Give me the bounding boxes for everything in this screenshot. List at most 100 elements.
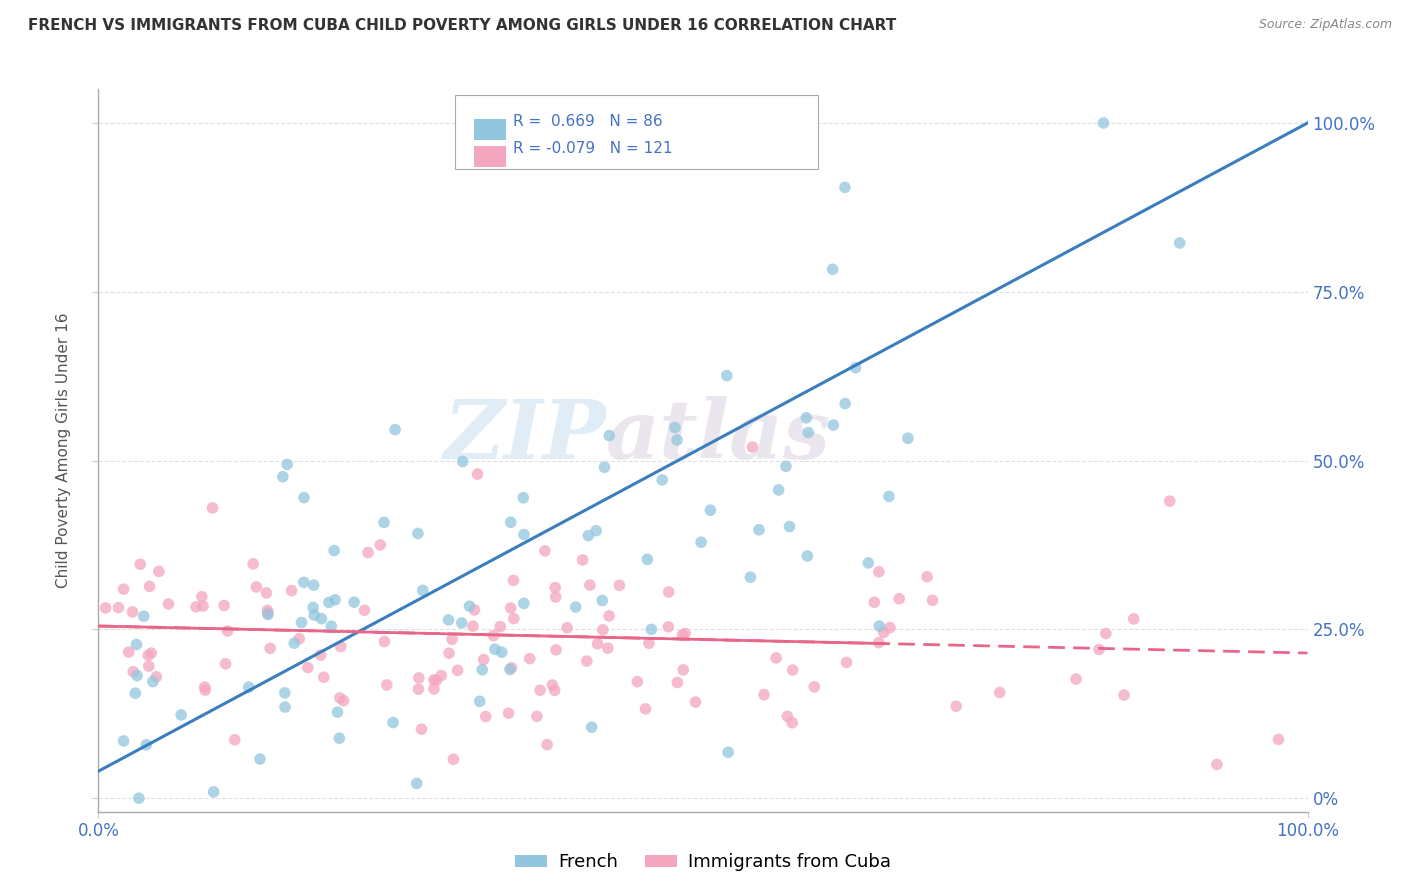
Point xyxy=(845,360,868,375)
Point xyxy=(170,708,193,723)
FancyBboxPatch shape xyxy=(474,119,506,140)
Point xyxy=(915,570,938,584)
Point xyxy=(451,454,474,468)
Text: R =  0.669   N = 86: R = 0.669 N = 86 xyxy=(513,114,662,129)
Point xyxy=(823,418,845,433)
Point xyxy=(328,731,350,746)
Point xyxy=(423,673,446,687)
Point xyxy=(489,620,512,634)
Point xyxy=(748,523,770,537)
FancyBboxPatch shape xyxy=(456,95,818,169)
Point xyxy=(544,581,567,595)
Point xyxy=(835,656,858,670)
Point xyxy=(782,663,804,677)
Point xyxy=(118,645,141,659)
Point xyxy=(329,640,352,654)
Point xyxy=(288,632,311,646)
Point xyxy=(796,549,818,563)
Point xyxy=(323,592,346,607)
Point xyxy=(323,543,346,558)
Point xyxy=(318,595,340,609)
Point xyxy=(873,625,896,640)
Point xyxy=(498,706,520,721)
Point xyxy=(1122,612,1144,626)
Point xyxy=(499,515,522,529)
Point xyxy=(468,694,491,708)
Point xyxy=(446,664,468,678)
Point xyxy=(526,709,548,723)
Point xyxy=(274,700,297,714)
Point xyxy=(474,709,496,723)
Point xyxy=(690,535,713,549)
Point xyxy=(1206,757,1229,772)
Point xyxy=(292,491,315,505)
Point xyxy=(579,578,602,592)
Point xyxy=(311,612,333,626)
Point xyxy=(664,420,686,434)
Point xyxy=(129,558,152,572)
Point xyxy=(776,709,799,723)
Point xyxy=(425,673,447,688)
Point xyxy=(138,659,160,673)
Point xyxy=(1088,642,1111,657)
Point xyxy=(717,745,740,759)
Y-axis label: Child Poverty Among Girls Under 16: Child Poverty Among Girls Under 16 xyxy=(56,313,72,588)
Point xyxy=(638,636,661,650)
Point xyxy=(775,459,797,474)
Point xyxy=(593,460,616,475)
Point xyxy=(135,738,157,752)
Point xyxy=(437,646,460,660)
Point xyxy=(685,695,707,709)
Point xyxy=(765,651,787,665)
Point xyxy=(945,699,967,714)
Point xyxy=(309,648,332,662)
Point xyxy=(382,715,405,730)
Text: atlas: atlas xyxy=(606,396,831,476)
Point xyxy=(868,565,890,579)
Point xyxy=(332,693,354,707)
Point xyxy=(257,607,280,622)
Point xyxy=(384,423,406,437)
Point xyxy=(292,575,315,590)
Point xyxy=(343,595,366,609)
Point xyxy=(283,636,305,650)
Point xyxy=(259,641,281,656)
Point xyxy=(423,681,446,696)
Point xyxy=(544,683,567,698)
Point xyxy=(741,440,763,454)
Point xyxy=(450,615,472,630)
Point xyxy=(107,600,129,615)
Point xyxy=(544,643,567,657)
Point xyxy=(502,611,524,625)
Point xyxy=(673,626,696,640)
Point xyxy=(441,752,464,766)
Point xyxy=(112,582,135,596)
Point xyxy=(112,734,135,748)
Point xyxy=(544,590,567,604)
Point xyxy=(326,705,349,719)
Text: Source: ZipAtlas.com: Source: ZipAtlas.com xyxy=(1258,18,1392,31)
Point xyxy=(217,624,239,638)
Point xyxy=(1112,688,1135,702)
Point xyxy=(405,776,427,790)
Point xyxy=(740,570,762,584)
Point xyxy=(877,490,900,504)
Point xyxy=(472,652,495,666)
Point xyxy=(598,428,620,442)
Point xyxy=(302,578,325,592)
Point xyxy=(988,685,1011,699)
Point xyxy=(1267,732,1289,747)
Point xyxy=(122,665,145,679)
Point xyxy=(132,609,155,624)
Point xyxy=(375,678,398,692)
Point xyxy=(657,620,679,634)
Point xyxy=(242,557,264,571)
Point xyxy=(290,615,312,630)
Point xyxy=(564,600,586,615)
Point xyxy=(863,595,886,609)
Point xyxy=(224,732,246,747)
Point xyxy=(136,648,159,663)
Text: ZIP: ZIP xyxy=(444,396,606,476)
Point xyxy=(671,628,693,642)
Point xyxy=(592,623,614,637)
